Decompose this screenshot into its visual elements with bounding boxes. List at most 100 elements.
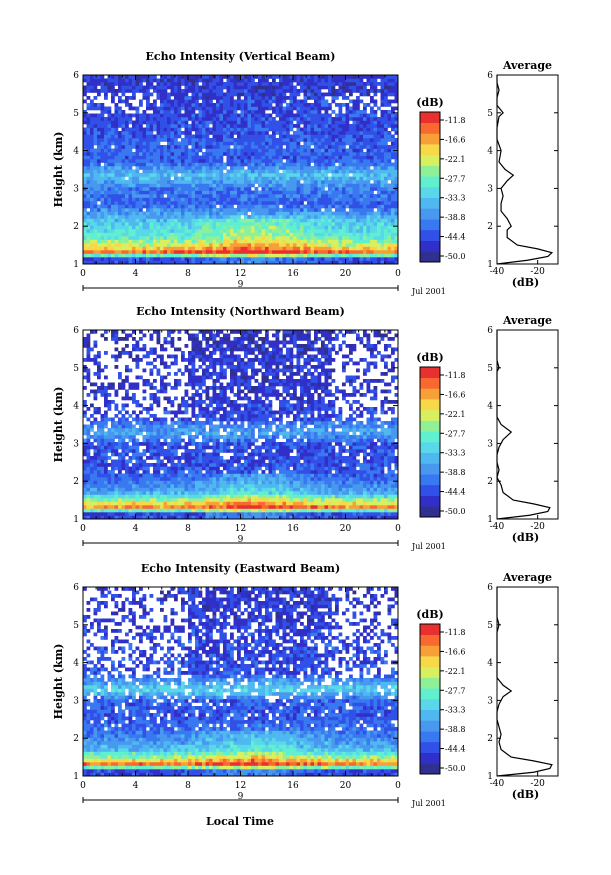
heatmap-cell [251,103,255,107]
heatmap-cell [177,124,182,128]
heatmap-cell [317,208,322,212]
heatmap-cell [335,75,339,79]
heatmap-cell [237,239,241,244]
heatmap-cell [153,152,157,156]
heatmap-cell [300,183,304,188]
heatmap-cell [307,204,311,209]
heatmap-cell [331,134,336,139]
heatmap-cell [359,204,364,209]
heatmap-cell [195,127,199,132]
heatmap-cell [366,208,371,212]
heatmap-cell [83,222,87,226]
heatmap-cell [191,159,196,163]
heatmap-cell [202,145,206,149]
heatmap-cell [373,197,378,202]
heatmap-cell [314,148,318,153]
heatmap-cell [181,103,185,107]
heatmap-cell [345,239,350,244]
heatmap-cell [191,236,196,240]
heatmap-cell [90,183,94,188]
heatmap-cell [289,155,294,160]
heatmap-cell [198,187,203,191]
heatmap-cell [338,260,343,265]
heatmap-cell [338,85,343,90]
heatmap-cell [230,148,234,153]
heatmap-cell [307,194,311,198]
heatmap-cell [240,180,245,184]
heatmap-cell [317,106,322,111]
heatmap-cell [86,89,91,93]
heatmap-cell [335,180,339,184]
heatmap-cell [118,145,122,149]
heatmap-cell [90,176,94,181]
heatmap-cell [275,152,280,156]
heatmap-cell [261,106,266,111]
heatmap-cell [303,239,308,244]
heatmap-cell [135,152,140,156]
heatmap-cell [146,194,150,198]
heatmap-cell [275,222,280,226]
heatmap-cell [293,89,297,93]
heatmap-cell [328,232,332,237]
heatmap-cell [216,260,220,265]
heatmap-cell [387,120,392,125]
heatmap-cell [135,176,140,181]
heatmap-cell [100,82,105,86]
heatmap-cell [184,85,189,90]
heatmap-cell [244,243,248,247]
heatmap-cell [247,218,252,223]
heatmap-cell [310,106,315,111]
heatmap-cell [244,152,248,156]
heatmap-cell [177,215,182,219]
heatmap-cell [244,512,248,516]
heatmap-cell [118,187,122,191]
heatmap-cell [282,120,287,125]
heatmap-cell [93,169,98,174]
heatmap-cell [153,211,157,216]
heatmap-cell [240,103,245,107]
heatmap-cell [293,246,297,251]
heatmap-cell [212,110,217,114]
heatmap-cell [146,103,150,107]
heatmap-cell [111,239,115,244]
heatmap-cell [132,250,136,254]
heatmap-cell [373,225,378,230]
heatmap-cell [377,512,381,516]
heatmap-cell [352,127,357,132]
heatmap-cell [191,260,196,265]
heatmap-cell [289,187,294,191]
heatmap-cell [331,194,336,198]
heatmap-cell [254,162,259,167]
heatmap-cell [268,208,273,212]
heatmap-cell [254,253,259,258]
heatmap-cell [167,124,171,128]
heatmap-cell [335,232,339,237]
heatmap-cell [90,85,94,90]
heatmap-cell [370,225,374,230]
heatmap-cell [258,232,262,237]
heatmap-cell [177,512,182,516]
heatmap-cell [93,106,98,111]
heatmap-cell [251,260,255,265]
heatmap-cell [205,96,210,100]
heatmap-cell [300,134,304,139]
heatmap-cell [300,148,304,153]
heatmap-cell [156,127,161,132]
heatmap-cell [373,187,378,191]
heatmap-cell [261,229,266,233]
heatmap-cell [268,512,273,516]
heatmap-cell [170,512,175,516]
heatmap-cell [226,190,231,195]
heatmap-cell [310,138,315,142]
heatmap-cell [366,187,371,191]
heatmap-cell [114,131,119,135]
heatmap-cell [153,508,157,513]
heatmap-cell [163,180,168,184]
heatmap-cell [237,222,241,226]
heatmap-cell [289,229,294,233]
heatmap-cell [373,246,378,251]
heatmap-cell [293,194,297,198]
heatmap-cell [219,204,224,209]
heatmap-cell [86,211,91,216]
